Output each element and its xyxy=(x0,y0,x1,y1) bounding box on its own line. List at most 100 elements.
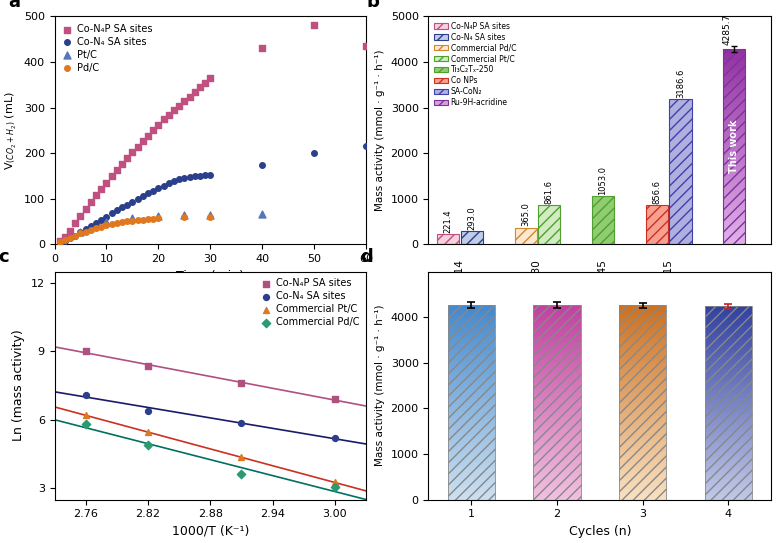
Bar xyxy=(448,314,495,317)
Y-axis label: Ln (mass activity): Ln (mass activity) xyxy=(12,330,25,441)
X-axis label: Cycles (n): Cycles (n) xyxy=(569,525,631,538)
Co-N₄ SA sites xyxy=(163,179,175,187)
Bar xyxy=(448,313,495,314)
Bar xyxy=(448,486,495,488)
Bar xyxy=(448,472,495,474)
Bar xyxy=(448,478,495,480)
Bar xyxy=(534,490,580,492)
Bar xyxy=(534,451,580,453)
Co-N₄P SA sites xyxy=(235,379,248,388)
Pd/C xyxy=(85,225,97,234)
Co-N₄P SA sites xyxy=(126,148,139,156)
Bar xyxy=(448,326,495,328)
Bar xyxy=(448,393,495,394)
Bar xyxy=(724,71,746,73)
Commercial Pd/C xyxy=(79,420,92,428)
Text: 293.0: 293.0 xyxy=(467,206,476,230)
Bar xyxy=(705,432,752,434)
Co-N₄P SA sites xyxy=(178,97,191,105)
Bar xyxy=(724,144,746,147)
Bar xyxy=(534,492,580,494)
Bar xyxy=(448,332,495,334)
Pd/C xyxy=(69,231,82,240)
Co-N₄ SA sites xyxy=(54,238,66,247)
Bar xyxy=(534,459,580,460)
X-axis label: 1000/T (K⁻¹): 1000/T (K⁻¹) xyxy=(171,525,249,538)
Bar xyxy=(619,364,666,365)
Bar xyxy=(619,478,666,480)
Co-N₄P SA sites xyxy=(111,166,123,174)
Bar xyxy=(619,470,666,472)
Co-N₄ SA sites xyxy=(308,149,320,157)
Bar xyxy=(619,358,666,360)
Bar xyxy=(534,420,580,422)
Bar xyxy=(448,383,495,384)
Bar xyxy=(724,218,746,220)
Bar xyxy=(619,323,666,325)
Commercial Pd/C xyxy=(329,483,341,491)
Pd/C xyxy=(58,236,71,244)
Co-N₄ SA sites xyxy=(95,216,108,224)
Bar xyxy=(705,320,752,321)
Bar xyxy=(705,418,752,420)
Co-N₄ SA sites xyxy=(116,203,129,212)
Bar xyxy=(669,99,692,244)
Text: d: d xyxy=(360,248,372,267)
Bar xyxy=(448,328,495,330)
Pd/C xyxy=(79,227,92,236)
Bar xyxy=(448,340,495,342)
Bar xyxy=(705,426,752,428)
Bar xyxy=(705,330,752,331)
Bar xyxy=(705,471,752,472)
Bar xyxy=(534,350,580,351)
Bar xyxy=(724,96,746,98)
Bar xyxy=(448,318,495,320)
Bar xyxy=(448,344,495,346)
Bar xyxy=(534,455,580,457)
Bar xyxy=(724,117,746,120)
Bar xyxy=(448,460,495,463)
Bar xyxy=(448,371,495,373)
Bar xyxy=(705,349,752,351)
Bar xyxy=(619,443,666,445)
Bar xyxy=(619,325,666,327)
Bar xyxy=(724,179,746,181)
Bar xyxy=(448,482,495,484)
Co-N₄P SA sites xyxy=(167,106,180,115)
Bar xyxy=(724,103,746,105)
Bar xyxy=(705,476,752,478)
Bar xyxy=(448,307,495,308)
Bar xyxy=(705,339,752,341)
Co-N₄ SA sites xyxy=(74,228,86,237)
Bar xyxy=(448,404,495,406)
Bar xyxy=(619,418,666,420)
Bar xyxy=(724,83,746,86)
Bar xyxy=(448,431,495,433)
Bar xyxy=(448,480,495,482)
Bar xyxy=(705,424,752,426)
Bar xyxy=(534,476,580,478)
Bar xyxy=(724,86,746,88)
Bar xyxy=(448,365,495,367)
Bar xyxy=(619,319,666,321)
Bar xyxy=(705,449,752,451)
Bar xyxy=(534,466,580,469)
Bar xyxy=(448,430,495,431)
Co-N₄ SA sites xyxy=(199,171,211,180)
Bar xyxy=(619,484,666,486)
Bar xyxy=(448,422,495,424)
Bar xyxy=(619,306,666,500)
Bar xyxy=(534,410,580,412)
Bar xyxy=(534,317,580,318)
Bar xyxy=(619,422,666,424)
Legend: Co-N₄P SA sites, Co-N₄ SA sites, Commercial Pd/C, Commercial Pt/C, Ti₃C₂Tₓ-250, : Co-N₄P SA sites, Co-N₄ SA sites, Commerc… xyxy=(432,20,517,109)
Pt/C xyxy=(256,210,269,219)
Bar xyxy=(724,132,746,135)
Bar xyxy=(448,457,495,459)
Bar xyxy=(619,393,666,395)
Bar xyxy=(538,205,560,244)
Bar xyxy=(534,463,580,464)
Bar xyxy=(619,439,666,441)
Bar xyxy=(619,411,666,412)
Bar xyxy=(724,232,746,235)
